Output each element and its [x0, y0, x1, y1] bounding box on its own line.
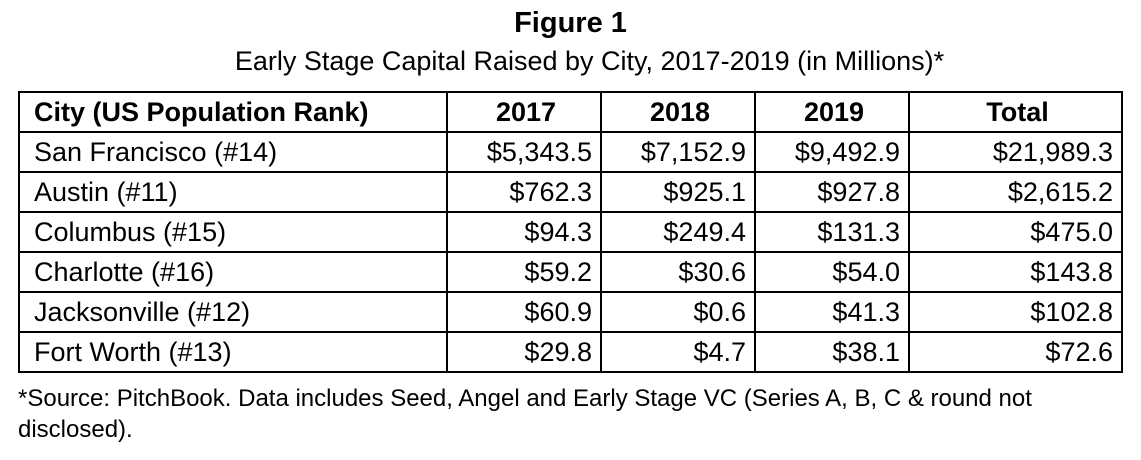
- row-value-2018: $0.6: [600, 291, 756, 333]
- row-value-2018: $249.4: [600, 211, 756, 253]
- row-value-2017: $60.9: [446, 291, 602, 333]
- row-value-total: $2,615.2: [908, 171, 1123, 213]
- row-value-2017: $29.8: [446, 331, 602, 373]
- row-value-total: $72.6: [908, 331, 1123, 373]
- table-row: San Francisco (#14) $5,343.5 $7,152.9 $9…: [18, 131, 1123, 173]
- source-footnote: *Source: PitchBook. Data includes Seed, …: [18, 385, 1032, 443]
- row-city: Columbus (#15): [18, 211, 448, 253]
- figure-title: Figure 1: [514, 7, 627, 39]
- table-row: Columbus (#15) $94.3 $249.4 $131.3 $475.…: [18, 211, 1123, 253]
- row-value-total: $21,989.3: [908, 131, 1123, 173]
- row-value-total: $475.0: [908, 211, 1123, 253]
- row-value-2019: $41.3: [754, 291, 910, 333]
- table-row: Charlotte (#16) $59.2 $30.6 $54.0 $143.8: [18, 251, 1123, 293]
- table-row: Austin (#11) $762.3 $925.1 $927.8 $2,615…: [18, 171, 1123, 213]
- header-2018: 2018: [600, 91, 756, 133]
- row-value-2019: $38.1: [754, 331, 910, 373]
- row-value-2018: $7,152.9: [600, 131, 756, 173]
- table-row: Fort Worth (#13) $29.8 $4.7 $38.1 $72.6: [18, 331, 1123, 373]
- figure-subtitle: Early Stage Capital Raised by City, 2017…: [234, 46, 945, 76]
- table-header-row: City (US Population Rank) 2017 2018 2019…: [18, 91, 1123, 133]
- row-value-2018: $4.7: [600, 331, 756, 373]
- header-2019: 2019: [754, 91, 910, 133]
- row-city: Austin (#11): [18, 171, 448, 213]
- header-total: Total: [908, 91, 1123, 133]
- row-value-2019: $54.0: [754, 251, 910, 293]
- row-value-2017: $59.2: [446, 251, 602, 293]
- row-value-total: $143.8: [908, 251, 1123, 293]
- row-city: Charlotte (#16): [18, 251, 448, 293]
- row-value-2018: $30.6: [600, 251, 756, 293]
- capital-raised-table: City (US Population Rank) 2017 2018 2019…: [18, 91, 1123, 373]
- table-row: Jacksonville (#12) $60.9 $0.6 $41.3 $102…: [18, 291, 1123, 333]
- row-value-2019: $9,492.9: [754, 131, 910, 173]
- header-2017: 2017: [446, 91, 602, 133]
- row-city: Fort Worth (#13): [18, 331, 448, 373]
- row-value-2018: $925.1: [600, 171, 756, 213]
- row-value-2019: $131.3: [754, 211, 910, 253]
- header-city: City (US Population Rank): [18, 91, 448, 133]
- row-value-2017: $94.3: [446, 211, 602, 253]
- row-value-total: $102.8: [908, 291, 1123, 333]
- row-city: Jacksonville (#12): [18, 291, 448, 333]
- row-city: San Francisco (#14): [18, 131, 448, 173]
- row-value-2017: $762.3: [446, 171, 602, 213]
- row-value-2019: $927.8: [754, 171, 910, 213]
- row-value-2017: $5,343.5: [446, 131, 602, 173]
